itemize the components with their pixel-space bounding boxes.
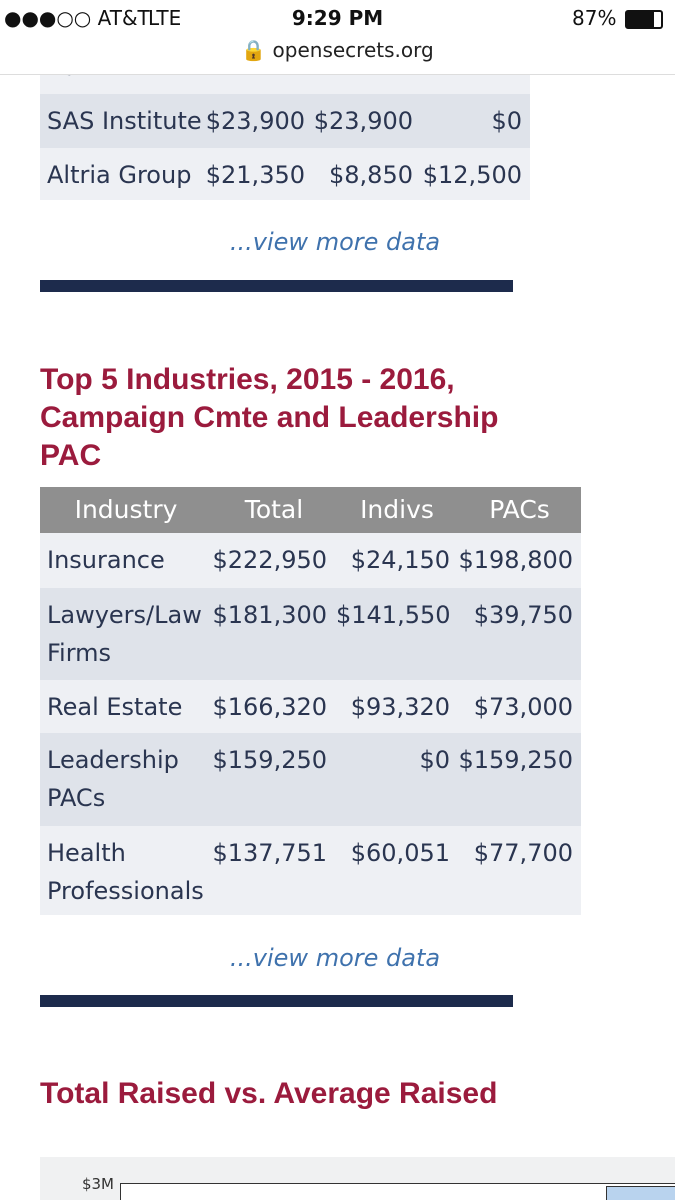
table-cell: $77,700 [473, 839, 573, 867]
table-row [40, 733, 581, 826]
table-cell: Insurance [47, 546, 165, 574]
table-header [40, 487, 581, 533]
divider [40, 995, 513, 1007]
table-cell: $198,800 [458, 546, 573, 574]
table-cell: $181,300 [212, 601, 327, 629]
section-title: Top 5 Industries, 2015 - 2016, Campaign … [40, 363, 499, 472]
table-row [40, 826, 581, 915]
table-cell: Lawyers/Law Firms [47, 601, 202, 667]
table-cell: $73,000 [473, 693, 573, 721]
network: LTE [148, 6, 182, 30]
table-cell: $0 [419, 746, 450, 774]
table-cell: Altria Group [47, 161, 192, 189]
chart-bar [606, 1186, 675, 1200]
divider [40, 280, 513, 292]
browser-header: ●●●○○ AT&T LTE 9:29 PM 87% 🔒 opensecrets… [0, 0, 675, 75]
table-cell: $141,550 [336, 601, 451, 629]
battery-icon [625, 10, 663, 29]
table-cell: Real Estate [47, 693, 183, 721]
table-cell: $24,150 [350, 546, 450, 574]
battery: 87% [572, 6, 617, 30]
table-cell: Health Professionals [47, 839, 204, 905]
header-cell: Indivs [360, 495, 434, 524]
table-cell: Leadership PACs [47, 746, 179, 812]
table-cell: $23,900 [313, 107, 413, 135]
table-row [40, 680, 581, 733]
table-cell: $0 [491, 107, 522, 135]
table-cell: $166,320 [212, 693, 327, 721]
table-cell: $222,950 [212, 546, 327, 574]
table-cell: $137,751 [212, 839, 327, 867]
view-more-link[interactable]: ...view more data [229, 944, 441, 972]
table-cell: $159,250 [212, 746, 327, 774]
time: 9:29 PM [291, 6, 384, 30]
header-cell: Total [244, 495, 304, 524]
table-row [40, 94, 530, 148]
table-cell: $60,051 [350, 839, 450, 867]
url[interactable]: 🔒 opensecrets.org [241, 38, 434, 62]
table-cell: $12,500 [422, 161, 522, 189]
table-cell: $39,750 [473, 601, 573, 629]
table-cell: $23,900 [205, 107, 305, 135]
table-row [40, 588, 581, 680]
table-row [40, 533, 581, 588]
table-cell: $93,320 [350, 693, 450, 721]
axis-label: $3M [81, 1175, 114, 1193]
section-title: Total Raised vs. Average Raised [40, 1077, 498, 1110]
header-cell: Industry [74, 495, 178, 524]
table-cell: SAS Institute [47, 107, 202, 135]
chart-plot [120, 1183, 675, 1200]
view-more-link[interactable]: ...view more data [229, 228, 441, 256]
table-cell: $159,250 [458, 746, 573, 774]
url-text[interactable]: opensecrets.org [272, 38, 434, 62]
table-row [40, 148, 530, 200]
header-cell: PACs [489, 495, 550, 524]
carrier: ●●●○○ AT&T [4, 6, 150, 30]
table-cell: $21,350 [205, 161, 305, 189]
table-cell: $8,850 [329, 161, 413, 189]
